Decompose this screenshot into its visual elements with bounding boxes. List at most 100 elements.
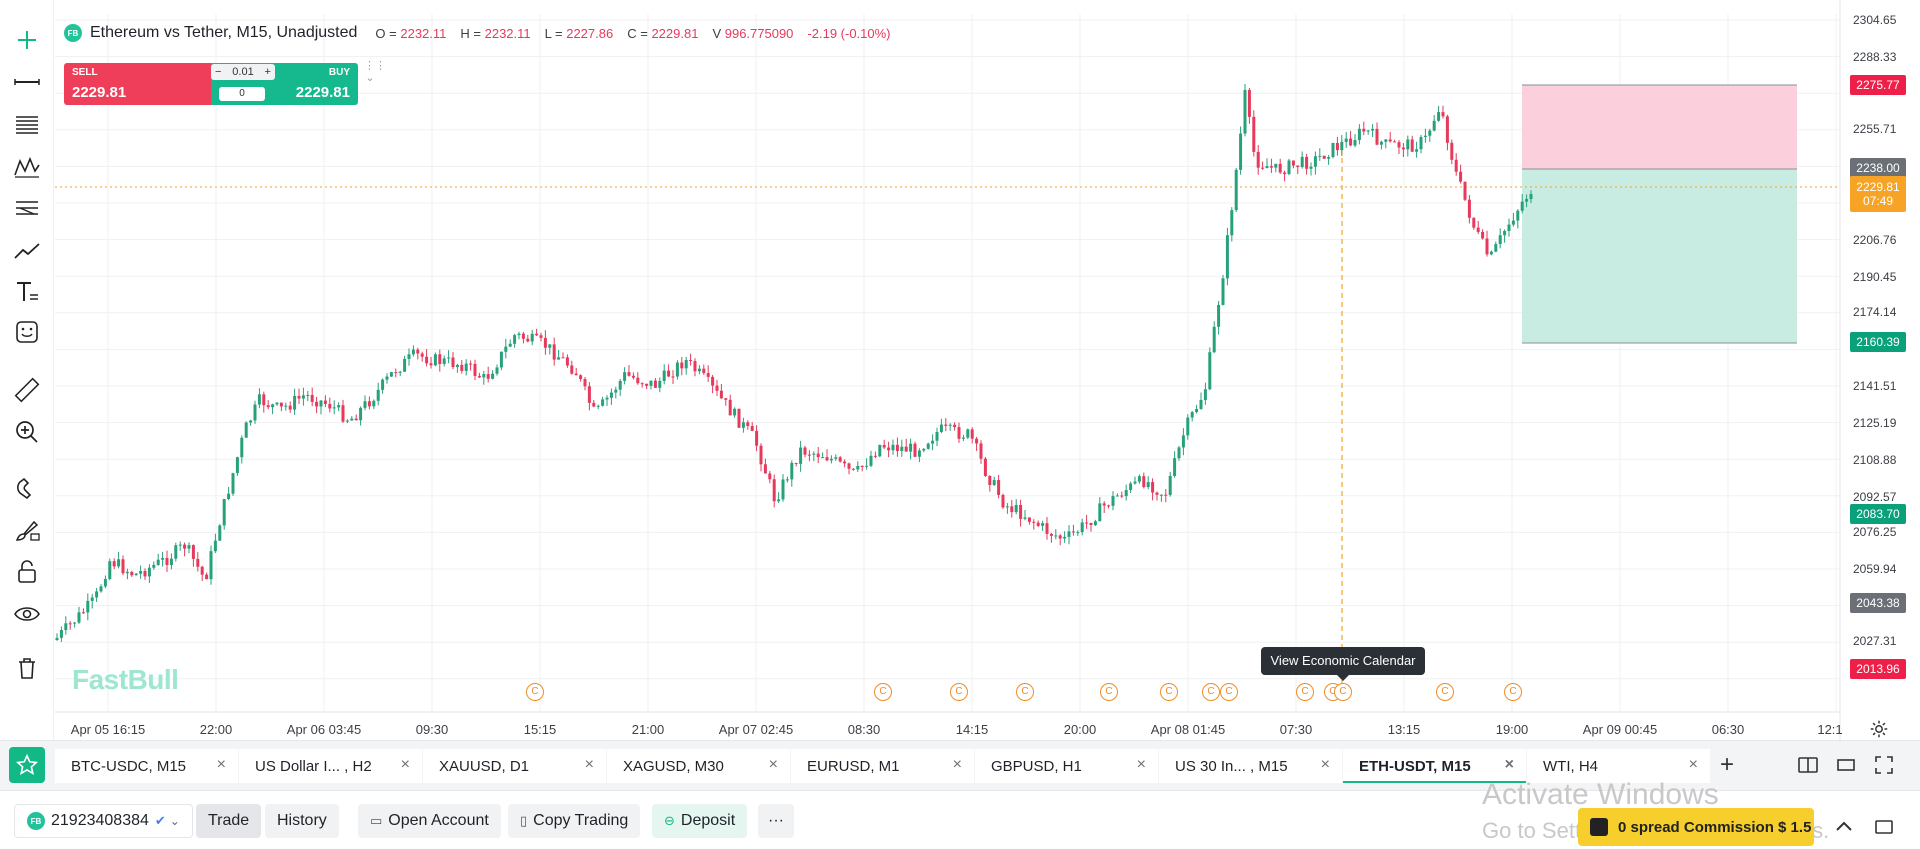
candle-body <box>1529 194 1533 200</box>
quantity-increase-button[interactable]: + <box>264 66 271 78</box>
magnet-icon[interactable] <box>8 470 46 506</box>
close-tab-icon[interactable]: × <box>216 756 226 773</box>
eye-icon[interactable] <box>8 596 46 632</box>
close-tab-icon[interactable]: × <box>952 756 962 773</box>
candle-body <box>667 370 671 377</box>
sell-button[interactable]: SELL 2229.81 <box>64 63 182 105</box>
level-red-tag[interactable]: 2013.96 <box>1850 659 1906 679</box>
chart-tab[interactable]: EURUSD, M1 × <box>791 749 974 783</box>
chevron-up-icon[interactable] <box>1832 815 1856 839</box>
parallel-lines-icon[interactable] <box>8 190 46 226</box>
history-tab[interactable]: History <box>265 804 339 838</box>
trend-line-icon[interactable] <box>8 64 46 100</box>
candle-body <box>1362 128 1366 132</box>
fib-levels-icon[interactable] <box>8 106 46 142</box>
entry-price-tag[interactable]: 2238.00 <box>1850 158 1906 178</box>
quantity-value[interactable]: 0.01 <box>232 66 254 78</box>
crosshair-icon[interactable] <box>8 22 46 58</box>
calendar-event-icon[interactable]: C <box>1220 683 1238 701</box>
chart-area[interactable] <box>55 0 1920 740</box>
chart-tab[interactable]: WTI, H4 × <box>1527 749 1710 783</box>
candle-body <box>161 557 165 560</box>
deposit-button[interactable]: ⊖ Deposit <box>652 804 748 838</box>
favorites-star-button[interactable] <box>9 747 45 783</box>
candle-body <box>293 395 297 410</box>
calendar-event-icon[interactable]: C <box>1334 683 1352 701</box>
brush-lock-icon[interactable] <box>8 512 46 548</box>
calendar-event-icon[interactable]: C <box>526 683 544 701</box>
trade-tab[interactable]: Trade <box>196 804 262 838</box>
take-profit-tag[interactable]: 2275.77 <box>1850 75 1906 95</box>
candle-body <box>1067 531 1071 537</box>
candle-body <box>583 379 587 387</box>
close-tab-icon[interactable]: × <box>1688 756 1698 773</box>
trash-icon[interactable] <box>8 650 46 686</box>
candle-body <box>1142 476 1146 488</box>
close-tab-icon[interactable]: × <box>768 756 778 773</box>
candle-body <box>948 424 952 426</box>
candle-body <box>473 363 477 376</box>
chart-tab[interactable]: US Dollar I... , H2 × <box>239 749 422 783</box>
take-profit-zone[interactable] <box>1522 85 1797 169</box>
candle-body <box>1481 231 1485 239</box>
chart-tab[interactable]: US 30 In... , M15 × <box>1159 749 1342 783</box>
level-gray-tag[interactable]: 2043.38 <box>1850 593 1906 613</box>
close-tab-icon[interactable]: × <box>1504 756 1514 773</box>
candle-body <box>350 418 354 421</box>
level-green-tag[interactable]: 2083.70 <box>1850 504 1906 524</box>
chart-tab[interactable]: GBPUSD, H1 × <box>975 749 1158 783</box>
symbol-title[interactable]: Ethereum vs Tether, M15, Unadjusted <box>90 24 358 41</box>
more-button[interactable]: ··· <box>758 804 794 838</box>
stop-loss-zone[interactable] <box>1522 169 1797 343</box>
ruler-icon[interactable] <box>8 372 46 408</box>
chart-tab[interactable]: ETH-USDT, M15 × <box>1343 749 1526 783</box>
close-tab-icon[interactable]: × <box>1136 756 1146 773</box>
candle-body <box>1375 128 1379 145</box>
stop-loss-tag[interactable]: 2160.39 <box>1850 332 1906 352</box>
chart-tab[interactable]: XAGUSD, M30 × <box>607 749 790 783</box>
widget-drag-handle[interactable]: ⋮⋮ ⌄ <box>364 60 386 84</box>
close-tab-icon[interactable]: × <box>1320 756 1330 773</box>
chart-settings-gear-icon[interactable] <box>1868 718 1890 740</box>
calendar-event-icon[interactable]: C <box>1296 683 1314 701</box>
quantity-stepper[interactable]: − 0.01 + <box>211 64 275 80</box>
candle-body <box>887 447 891 451</box>
calendar-event-icon[interactable]: C <box>874 683 892 701</box>
unlock-icon[interactable] <box>8 554 46 590</box>
fullscreen-icon[interactable] <box>1872 753 1896 777</box>
pattern-icon[interactable] <box>8 148 46 184</box>
calendar-event-icon[interactable]: C <box>1202 683 1220 701</box>
calendar-event-icon[interactable]: C <box>1100 683 1118 701</box>
promo-banner[interactable]: 0 spread Commission $ 1.5 <box>1578 808 1814 846</box>
price-chart[interactable] <box>55 0 1920 740</box>
candle-body <box>169 558 173 566</box>
calendar-event-icon[interactable]: C <box>1504 683 1522 701</box>
calendar-event-icon[interactable]: C <box>950 683 968 701</box>
open-account-button[interactable]: ▭ Open Account <box>358 804 501 838</box>
close-tab-icon[interactable]: × <box>584 756 594 773</box>
chart-tab[interactable]: BTC-USDC, M15 × <box>55 749 238 783</box>
candle-body <box>1001 494 1005 508</box>
candle-body <box>988 475 992 486</box>
chart-tab[interactable]: XAUUSD, D1 × <box>423 749 606 783</box>
candle-body <box>86 600 90 613</box>
candle-body <box>143 570 147 577</box>
emoji-icon[interactable] <box>8 314 46 350</box>
account-selector[interactable]: FB 21923408384 ✔ ⌄ <box>14 804 193 838</box>
sell-label: SELL <box>72 67 98 78</box>
text-tool-icon[interactable] <box>8 274 46 310</box>
zoom-in-icon[interactable] <box>8 414 46 450</box>
candle-body <box>623 372 627 381</box>
calendar-event-icon[interactable]: C <box>1436 683 1454 701</box>
polyline-icon[interactable] <box>8 232 46 268</box>
calendar-event-icon[interactable]: C <box>1016 683 1034 701</box>
panel-toggle-icon[interactable] <box>1872 815 1896 839</box>
candle-body <box>1278 163 1282 173</box>
copy-trading-button[interactable]: ▯ Copy Trading <box>508 804 641 838</box>
calendar-event-icon[interactable]: C <box>1160 683 1178 701</box>
layout-split-icon[interactable] <box>1796 753 1820 777</box>
layout-window-icon[interactable] <box>1834 753 1858 777</box>
add-tab-button[interactable]: + <box>1720 751 1735 778</box>
close-tab-icon[interactable]: × <box>400 756 410 773</box>
quantity-decrease-button[interactable]: − <box>215 66 222 78</box>
